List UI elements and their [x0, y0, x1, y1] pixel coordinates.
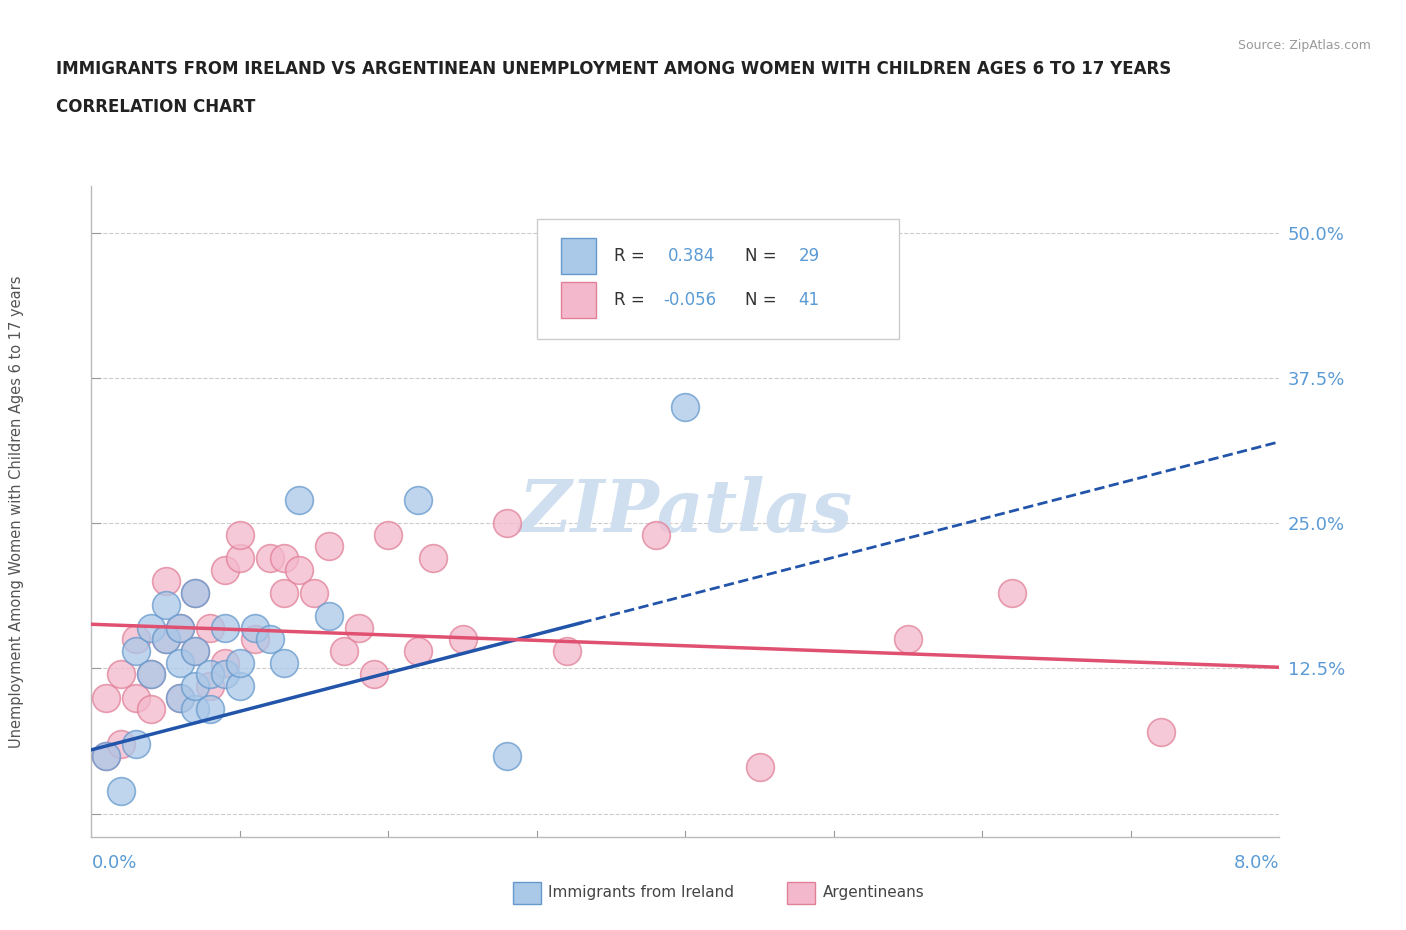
Text: Immigrants from Ireland: Immigrants from Ireland: [548, 885, 734, 900]
Point: [184, 586, 207, 601]
Point: [139, 702, 162, 717]
Text: 0.384: 0.384: [668, 247, 716, 265]
Point: [273, 586, 295, 601]
Point: [125, 690, 148, 705]
Point: [110, 667, 132, 682]
Text: Argentineans: Argentineans: [823, 885, 924, 900]
Text: 41: 41: [799, 291, 820, 310]
Point: [273, 551, 295, 565]
Point: [200, 702, 222, 717]
Point: [1001, 586, 1024, 601]
FancyBboxPatch shape: [561, 283, 596, 318]
Point: [139, 667, 162, 682]
Point: [169, 690, 191, 705]
Point: [169, 620, 191, 635]
Point: [169, 690, 191, 705]
Point: [406, 644, 429, 658]
Point: [377, 527, 399, 542]
Point: [169, 656, 191, 671]
Point: [200, 667, 222, 682]
Point: [110, 737, 132, 751]
Point: [363, 667, 385, 682]
Point: [139, 667, 162, 682]
Point: [288, 563, 311, 578]
Point: [259, 551, 281, 565]
Point: [125, 737, 148, 751]
Point: [302, 586, 325, 601]
Point: [200, 620, 222, 635]
Point: [406, 493, 429, 508]
Text: 29: 29: [799, 247, 820, 265]
Point: [496, 748, 519, 763]
Point: [229, 679, 252, 694]
FancyBboxPatch shape: [561, 238, 596, 274]
Point: [110, 783, 132, 798]
Point: [748, 760, 770, 775]
Text: -0.056: -0.056: [662, 291, 716, 310]
Point: [496, 516, 519, 531]
Point: [125, 632, 148, 647]
Point: [155, 632, 177, 647]
Point: [333, 644, 356, 658]
Point: [214, 656, 236, 671]
Text: 0.0%: 0.0%: [91, 854, 136, 872]
Point: [184, 702, 207, 717]
Point: [1149, 725, 1171, 740]
Point: [125, 644, 148, 658]
Point: [288, 493, 311, 508]
Point: [155, 632, 177, 647]
Point: [155, 574, 177, 589]
Text: R =: R =: [614, 291, 645, 310]
Point: [184, 644, 207, 658]
FancyBboxPatch shape: [537, 219, 900, 339]
Point: [96, 748, 118, 763]
Point: [214, 667, 236, 682]
Point: [318, 539, 340, 554]
Point: [451, 632, 474, 647]
Point: [673, 400, 696, 415]
Text: ZIPatlas: ZIPatlas: [519, 476, 852, 547]
Point: [184, 586, 207, 601]
Point: [243, 620, 266, 635]
Text: 8.0%: 8.0%: [1234, 854, 1279, 872]
Point: [259, 632, 281, 647]
Text: Unemployment Among Women with Children Ages 6 to 17 years: Unemployment Among Women with Children A…: [10, 275, 24, 748]
Point: [243, 632, 266, 647]
Text: N =: N =: [745, 291, 776, 310]
Point: [555, 644, 578, 658]
Point: [229, 551, 252, 565]
Point: [229, 527, 252, 542]
Text: N =: N =: [745, 247, 776, 265]
Text: CORRELATION CHART: CORRELATION CHART: [56, 98, 256, 115]
Point: [200, 679, 222, 694]
Point: [214, 620, 236, 635]
Point: [347, 620, 370, 635]
Point: [169, 620, 191, 635]
Point: [318, 609, 340, 624]
Text: IMMIGRANTS FROM IRELAND VS ARGENTINEAN UNEMPLOYMENT AMONG WOMEN WITH CHILDREN AG: IMMIGRANTS FROM IRELAND VS ARGENTINEAN U…: [56, 60, 1171, 78]
Text: R =: R =: [614, 247, 645, 265]
Point: [139, 620, 162, 635]
Point: [96, 748, 118, 763]
Point: [96, 690, 118, 705]
Text: Source: ZipAtlas.com: Source: ZipAtlas.com: [1237, 39, 1371, 52]
Point: [422, 551, 444, 565]
Point: [214, 563, 236, 578]
Point: [273, 656, 295, 671]
Point: [184, 644, 207, 658]
Point: [644, 527, 666, 542]
Point: [229, 656, 252, 671]
Point: [897, 632, 920, 647]
Point: [184, 679, 207, 694]
Point: [155, 597, 177, 612]
